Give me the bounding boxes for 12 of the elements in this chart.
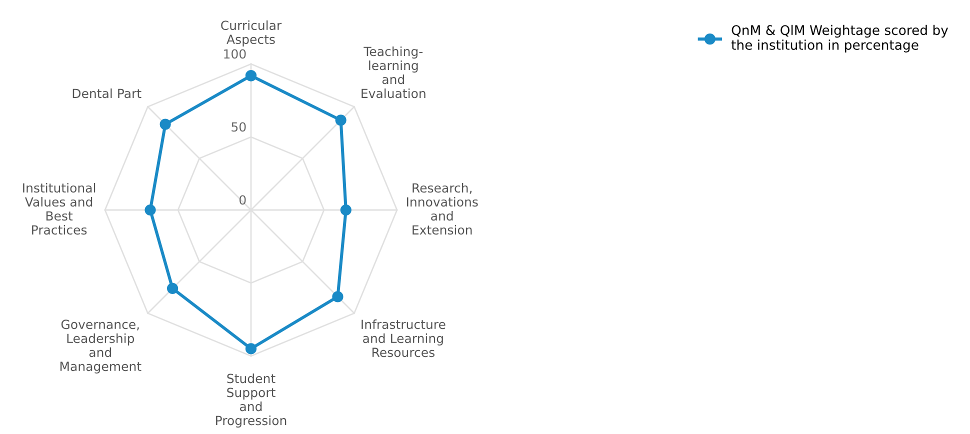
spoke-label: Teaching- learning and Evaluation (362, 46, 426, 98)
spoke-label: Governance, Leadership and Management (60, 320, 142, 374)
y-tick-label: 50 (232, 122, 246, 132)
y-tick-label: 0 (239, 195, 246, 205)
spoke-label: Institutional Values and Best Practices (23, 182, 96, 235)
spoke-label: Research, Innovations and Extension (406, 182, 478, 235)
y-tick-label: 100 (224, 49, 246, 59)
spoke-label: Curricular Aspects (221, 20, 282, 46)
spoke-label: Infrastructure and Learning Resources (362, 319, 446, 358)
spoke-label: Dental Part (72, 88, 142, 98)
legend-label: QnM & QlM Weightage scored by the institution in percentage (731, 24, 948, 52)
spoke-label: Student Support and Progression (216, 374, 286, 428)
